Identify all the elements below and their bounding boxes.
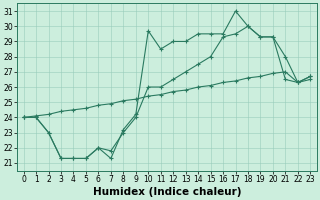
X-axis label: Humidex (Indice chaleur): Humidex (Indice chaleur)	[93, 187, 241, 197]
